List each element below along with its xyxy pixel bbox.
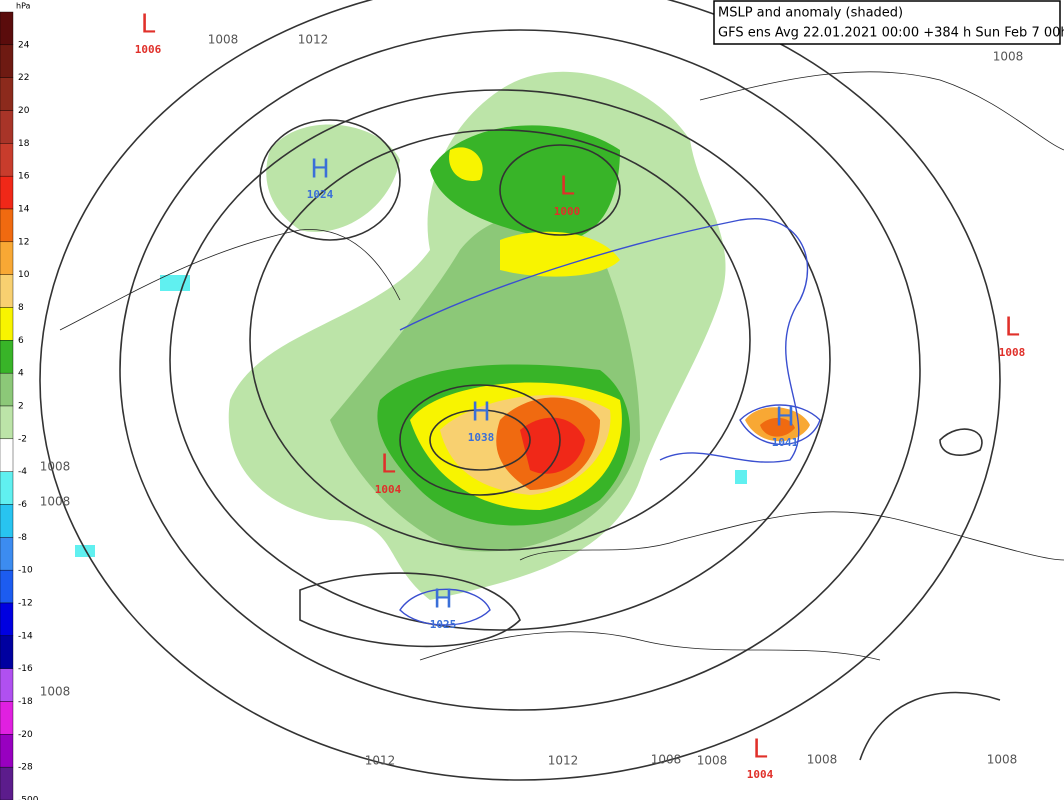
legend-label: -2 xyxy=(18,434,27,444)
legend-swatch xyxy=(0,569,14,604)
isobar-label: 1008 xyxy=(651,753,682,767)
legend-label: -20 xyxy=(18,730,33,740)
legend-label: -28 xyxy=(18,763,33,773)
isobar-label: 1008 xyxy=(40,495,71,509)
isobars xyxy=(39,0,1001,781)
legend-label: 24 xyxy=(18,40,30,50)
pressure-center-value: 1038 xyxy=(468,431,495,444)
legend-swatch xyxy=(0,766,14,801)
legend-label: 8 xyxy=(18,303,24,313)
legend-swatch xyxy=(0,471,14,505)
legend-label: 10 xyxy=(18,270,30,280)
legend-swatch xyxy=(0,208,14,243)
legend-label: 16 xyxy=(18,172,30,182)
pressure-center-symbol: H xyxy=(310,155,330,185)
legend-swatch xyxy=(0,77,14,111)
isobar-label: 1008 xyxy=(697,754,728,768)
legend-label: -14 xyxy=(18,631,33,641)
pressure-center-value: 1008 xyxy=(999,346,1026,359)
pressure-center-value: 1000 xyxy=(554,205,581,218)
legend-swatch xyxy=(0,668,14,702)
pressure-center-symbol: L xyxy=(560,172,575,202)
pressure-center-symbol: H xyxy=(775,403,795,433)
legend-swatch xyxy=(0,405,14,440)
legend-swatch xyxy=(0,438,14,472)
legend-swatch xyxy=(0,701,14,735)
pressure-center-symbol: L xyxy=(141,10,156,40)
legend-label: -6 xyxy=(18,500,27,510)
legend-swatch xyxy=(0,44,14,78)
legend-label: -12 xyxy=(18,599,33,609)
legend-swatch xyxy=(0,274,14,308)
legend-swatch xyxy=(0,504,14,538)
legend-unit: hPa xyxy=(16,2,31,11)
legend-label: 14 xyxy=(18,205,30,215)
isobar-label: 1008 xyxy=(208,33,239,47)
isobar-label: 1012 xyxy=(548,754,579,768)
pressure-center-symbol: L xyxy=(753,735,768,765)
pressure-center-symbol: L xyxy=(1005,313,1020,343)
legend-swatch xyxy=(0,11,14,46)
legend-swatch xyxy=(0,734,14,768)
coastlines xyxy=(59,71,1064,661)
isobar-label: 1008 xyxy=(987,753,1018,767)
legend-label: -16 xyxy=(18,664,33,674)
legend-swatch xyxy=(0,241,14,275)
legend-swatch xyxy=(0,602,14,637)
legend-label: 12 xyxy=(18,237,29,247)
legend-swatch xyxy=(0,635,14,669)
legend-label: -10 xyxy=(18,566,33,576)
legend-label: -8 xyxy=(18,533,27,543)
isobar-label: 1008 xyxy=(993,50,1024,64)
legend-label: -4 xyxy=(18,467,27,477)
pressure-center-value: 1024 xyxy=(307,188,334,201)
legend-label: 2 xyxy=(18,402,24,412)
pressure-center-value: 1041 xyxy=(772,436,799,449)
pressure-center-symbol: H xyxy=(433,585,453,615)
legend-swatch xyxy=(0,110,14,144)
legend-label: -18 xyxy=(18,697,33,707)
isobar-label: 1012 xyxy=(365,754,396,768)
legend-label: 20 xyxy=(18,106,30,116)
pressure-center-value: 1004 xyxy=(375,483,402,496)
isobar-label: 1012 xyxy=(298,33,329,47)
legend-label: -500 xyxy=(18,796,39,801)
legend-label: 22 xyxy=(18,73,29,83)
legend-swatch xyxy=(0,372,14,407)
pressure-center-value: 1025 xyxy=(430,618,457,631)
color-legend: hPa 24 22 20 18 16 14 12 10 8 6 4 2 -2 -4 -6 -8 -10 -12 -14… xyxy=(0,2,39,804)
pressure-center-value: 1006 xyxy=(135,43,162,56)
legend-swatch xyxy=(0,340,14,374)
map-labels: L 1006 H 1024 L 1000 H 1038 L 1004 H 1025 L 1008 L 1004… xyxy=(40,10,1026,782)
pressure-center-symbol: H xyxy=(471,398,491,428)
legend-swatch xyxy=(0,143,14,177)
legend-swatch xyxy=(0,175,14,210)
pressure-center-value: 1004 xyxy=(747,768,774,781)
pressure-center-symbol: L xyxy=(381,450,396,480)
title-box xyxy=(713,0,1061,45)
subtitle: GFS ens Avg 22.01.2021 00:00 +384 h Sun … xyxy=(718,26,1064,41)
legend-swatch xyxy=(0,537,14,571)
isobar-label: 1008 xyxy=(40,685,71,699)
legend-swatch xyxy=(0,307,14,341)
legend-label: 6 xyxy=(18,336,24,346)
isobar-label: 1008 xyxy=(40,460,71,474)
legend-label: 18 xyxy=(18,139,30,149)
isobar-label: 1008 xyxy=(807,753,838,767)
title: MSLP and anomaly (shaded) xyxy=(718,6,903,21)
legend-label: 4 xyxy=(18,369,24,379)
